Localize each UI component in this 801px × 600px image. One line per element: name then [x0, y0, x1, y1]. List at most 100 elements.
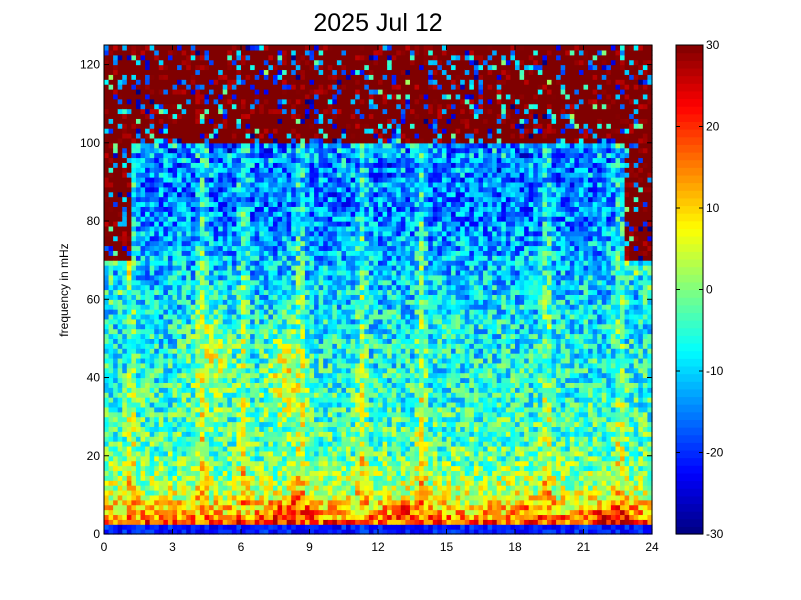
heatmap-cell	[295, 509, 301, 516]
heatmap-cell	[199, 93, 206, 100]
heatmap-cell	[282, 79, 288, 85]
heatmap-cell	[177, 494, 183, 501]
heatmap-cell	[149, 142, 155, 149]
heatmap-cell	[291, 519, 297, 525]
heatmap-cell	[323, 455, 329, 462]
heatmap-cell	[314, 177, 320, 183]
heatmap-cell	[295, 309, 301, 315]
heatmap-cell	[108, 397, 114, 403]
heatmap-cell	[268, 421, 274, 428]
heatmap-cell	[318, 357, 324, 364]
heatmap-cell	[236, 69, 242, 75]
heatmap-cell	[113, 196, 119, 203]
heatmap-cell	[104, 79, 110, 85]
heatmap-cell	[195, 489, 201, 496]
heatmap-cell	[291, 181, 297, 188]
heatmap-cell	[104, 313, 110, 320]
heatmap-cell	[149, 529, 155, 535]
heatmap-cell	[213, 470, 219, 476]
heatmap-cell	[282, 313, 288, 320]
heatmap-cell	[172, 245, 178, 251]
heatmap-cell	[259, 431, 265, 437]
heatmap-cell	[181, 445, 187, 452]
heatmap-cell	[286, 348, 292, 354]
heatmap-cell	[167, 181, 174, 188]
heatmap-cell	[135, 401, 142, 408]
heatmap-cell	[231, 206, 238, 212]
heatmap-cell	[131, 401, 137, 408]
heatmap-cell	[154, 93, 160, 100]
heatmap-cell	[309, 45, 315, 51]
heatmap-cell	[245, 480, 251, 486]
heatmap-cell	[108, 89, 114, 95]
heatmap-cell	[190, 54, 196, 61]
heatmap-cell	[145, 216, 151, 222]
heatmap-cell	[236, 103, 242, 110]
heatmap-cell	[250, 318, 256, 325]
heatmap-cell	[218, 431, 224, 437]
heatmap-cell	[131, 128, 137, 134]
heatmap-cell	[323, 157, 329, 163]
heatmap-cell	[213, 338, 219, 344]
heatmap-cell	[231, 426, 238, 432]
heatmap-cell	[145, 157, 151, 163]
heatmap-cell	[295, 367, 301, 374]
heatmap-cell	[259, 367, 265, 374]
heatmap-cell	[204, 348, 210, 354]
heatmap-cell	[167, 416, 174, 423]
heatmap-cell	[286, 284, 292, 291]
heatmap-cell	[195, 196, 201, 203]
heatmap-cell	[190, 221, 196, 227]
heatmap-cell	[108, 445, 114, 452]
heatmap-cell	[309, 509, 315, 516]
heatmap-cell	[126, 137, 132, 144]
heatmap-cell	[295, 357, 301, 364]
heatmap-cell	[327, 79, 333, 85]
heatmap-cell	[250, 475, 256, 481]
heatmap-cell	[263, 152, 269, 159]
heatmap-cell	[163, 260, 169, 266]
heatmap-cell	[117, 84, 123, 90]
heatmap-cell	[227, 499, 233, 506]
heatmap-cell	[113, 455, 119, 462]
heatmap-cell	[122, 45, 128, 51]
heatmap-cell	[323, 499, 329, 506]
heatmap-cell	[295, 157, 301, 163]
heatmap-cell	[154, 225, 160, 232]
heatmap-cell	[113, 323, 119, 330]
heatmap-cell	[241, 167, 247, 173]
heatmap-cell	[268, 343, 274, 349]
heatmap-cell	[323, 54, 329, 61]
heatmap-cell	[145, 123, 151, 129]
heatmap-cell	[314, 294, 320, 300]
heatmap-cell	[117, 494, 123, 501]
heatmap-cell	[295, 133, 301, 139]
heatmap-cell	[227, 480, 233, 486]
heatmap-cell	[263, 240, 269, 247]
heatmap-cell	[199, 318, 206, 325]
heatmap-cell	[272, 206, 279, 212]
heatmap-cell	[122, 294, 128, 300]
heatmap-cell	[291, 157, 297, 163]
heatmap-cell	[145, 333, 151, 339]
heatmap-cell	[181, 59, 187, 66]
heatmap-cell	[186, 250, 192, 256]
heatmap-cell	[108, 108, 114, 115]
heatmap-cell	[227, 514, 233, 520]
heatmap-cell	[282, 426, 288, 432]
heatmap-cell	[154, 177, 160, 183]
heatmap-cell	[199, 269, 206, 276]
heatmap-cell	[241, 269, 247, 276]
heatmap-cell	[145, 289, 151, 295]
heatmap-cell	[323, 328, 329, 335]
heatmap-cell	[263, 216, 269, 222]
heatmap-cell	[209, 255, 215, 261]
heatmap-cell	[172, 357, 178, 364]
heatmap-cell	[181, 509, 187, 516]
heatmap-cell	[126, 59, 132, 66]
heatmap-cell	[190, 313, 196, 320]
heatmap-cell	[122, 450, 128, 457]
heatmap-cell	[245, 519, 251, 525]
heatmap-cell	[272, 485, 279, 491]
heatmap-cell	[122, 216, 128, 222]
